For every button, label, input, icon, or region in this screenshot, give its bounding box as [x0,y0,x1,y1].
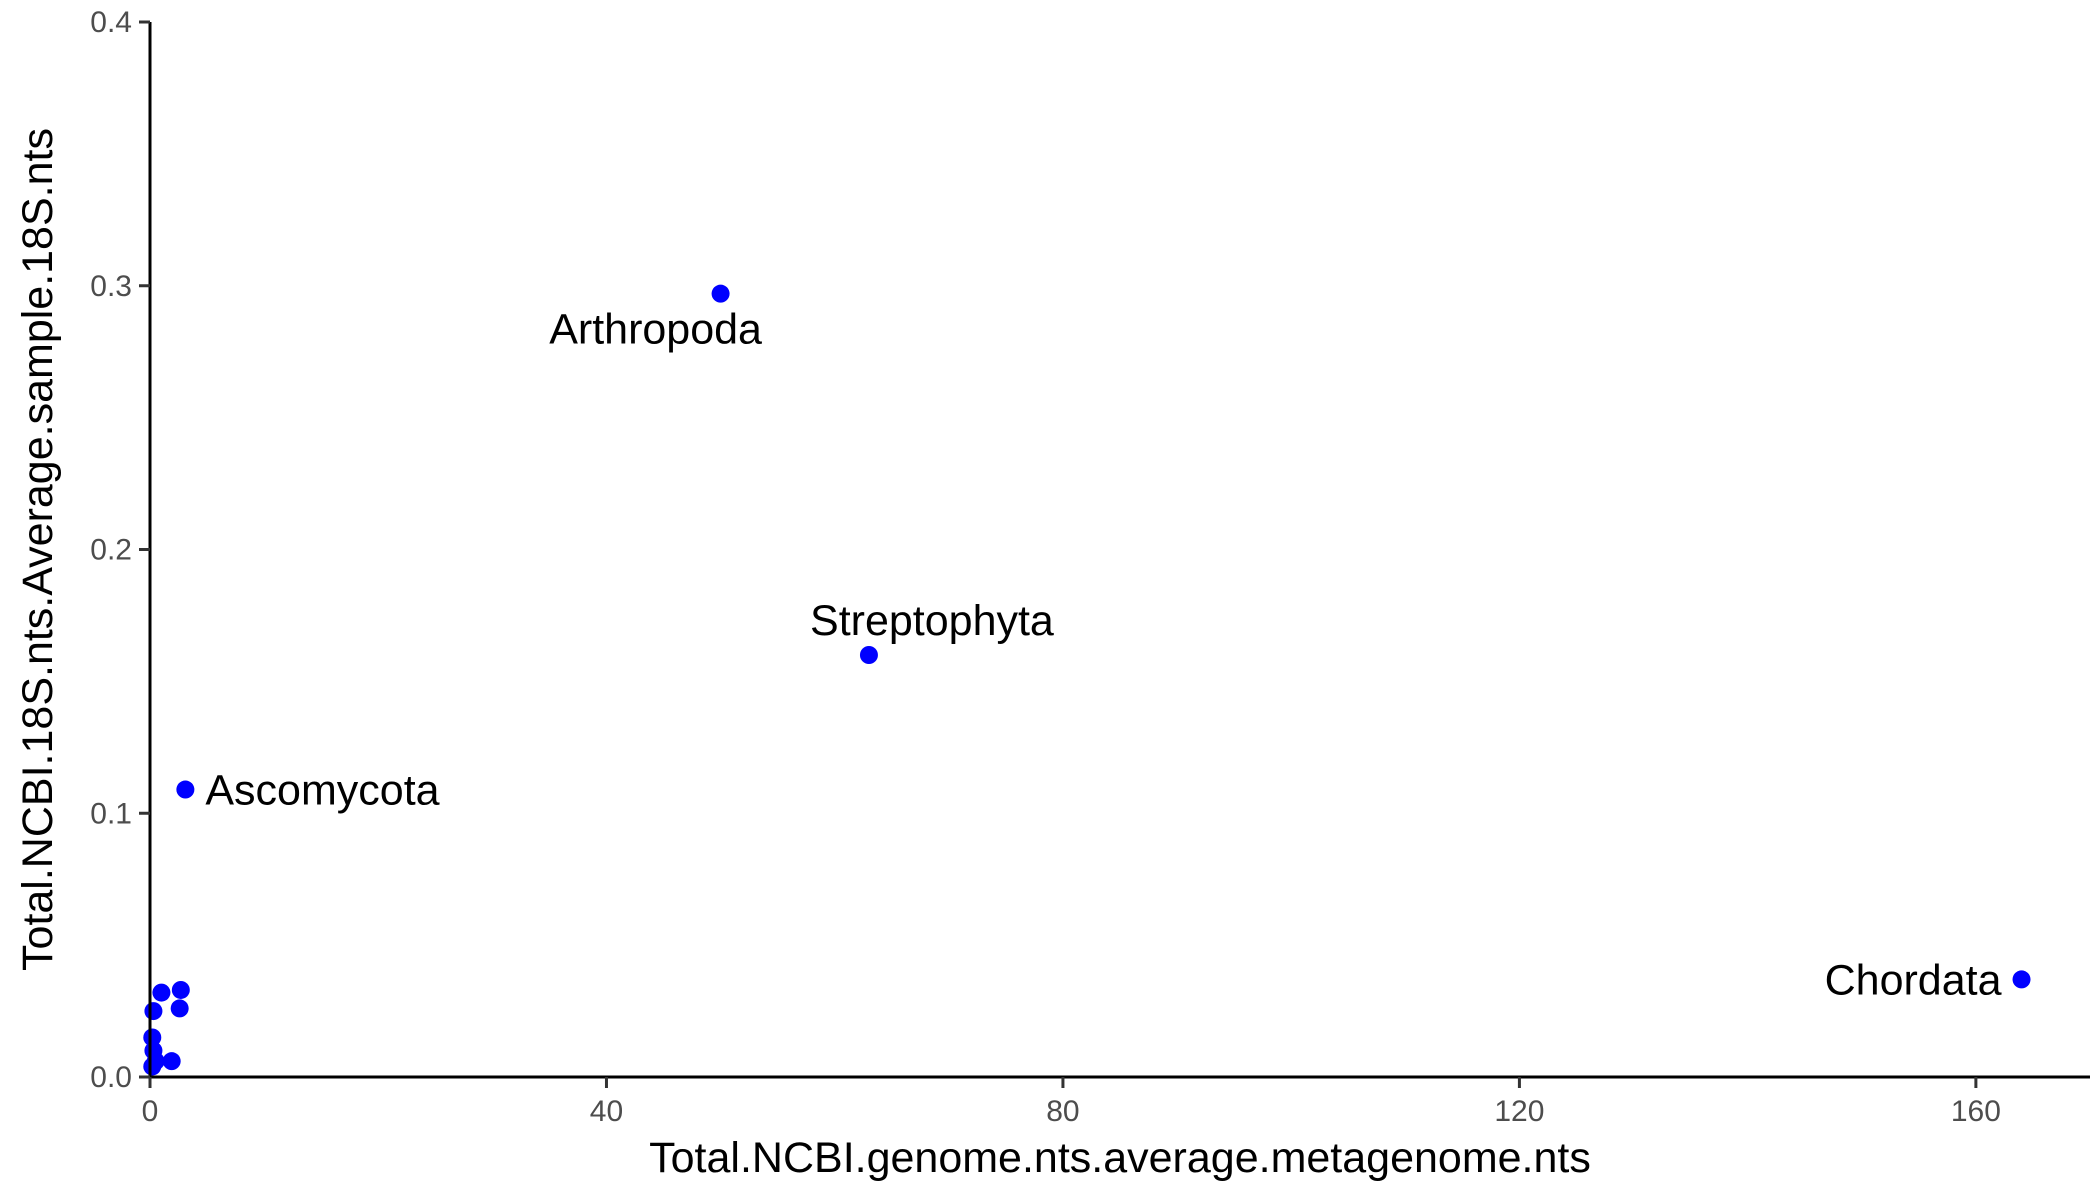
y-tick-label: 0.0 [90,1061,132,1094]
y-tick-label: 0.2 [90,534,132,567]
data-point [711,284,730,303]
data-point [859,646,878,664]
data-point [143,1057,162,1076]
x-tick-label: 80 [1046,1095,1079,1128]
x-axis-title: Total.NCBI.genome.nts.average.metagenome… [649,1134,1591,1182]
data-point [144,1002,163,1021]
point-label: Streptophyta [810,597,1054,645]
y-axis-ticks: 0.0 0.1 0.2 0.3 0.4 [90,6,150,1094]
x-axis-ticks: 0 40 80 120 160 [142,1077,2001,1128]
y-tick-label: 0.1 [90,797,132,830]
point-label: Arthropoda [549,306,762,354]
point-label: Ascomycota [205,767,439,815]
x-tick-label: 120 [1494,1095,1544,1128]
data-point [170,999,189,1018]
y-axis-title: Total.NCBI.18S.nts.Average.sample.18S.nt… [14,128,62,971]
axes [148,22,2090,1079]
x-tick-label: 40 [590,1095,623,1128]
y-tick-label: 0.3 [90,270,132,303]
data-point [143,1028,162,1047]
data-point [2012,970,2031,989]
x-tick-label: 0 [142,1095,159,1128]
plot-area: Arthropoda Streptophyta Ascomycota Chordata [143,284,2031,1076]
data-point [162,1052,181,1071]
data-point [152,983,171,1002]
x-tick-label: 160 [1951,1095,2001,1128]
y-tick-label: 0.4 [90,6,132,39]
data-point [171,980,190,999]
point-label: Chordata [1825,956,2002,1004]
data-point [176,780,195,799]
